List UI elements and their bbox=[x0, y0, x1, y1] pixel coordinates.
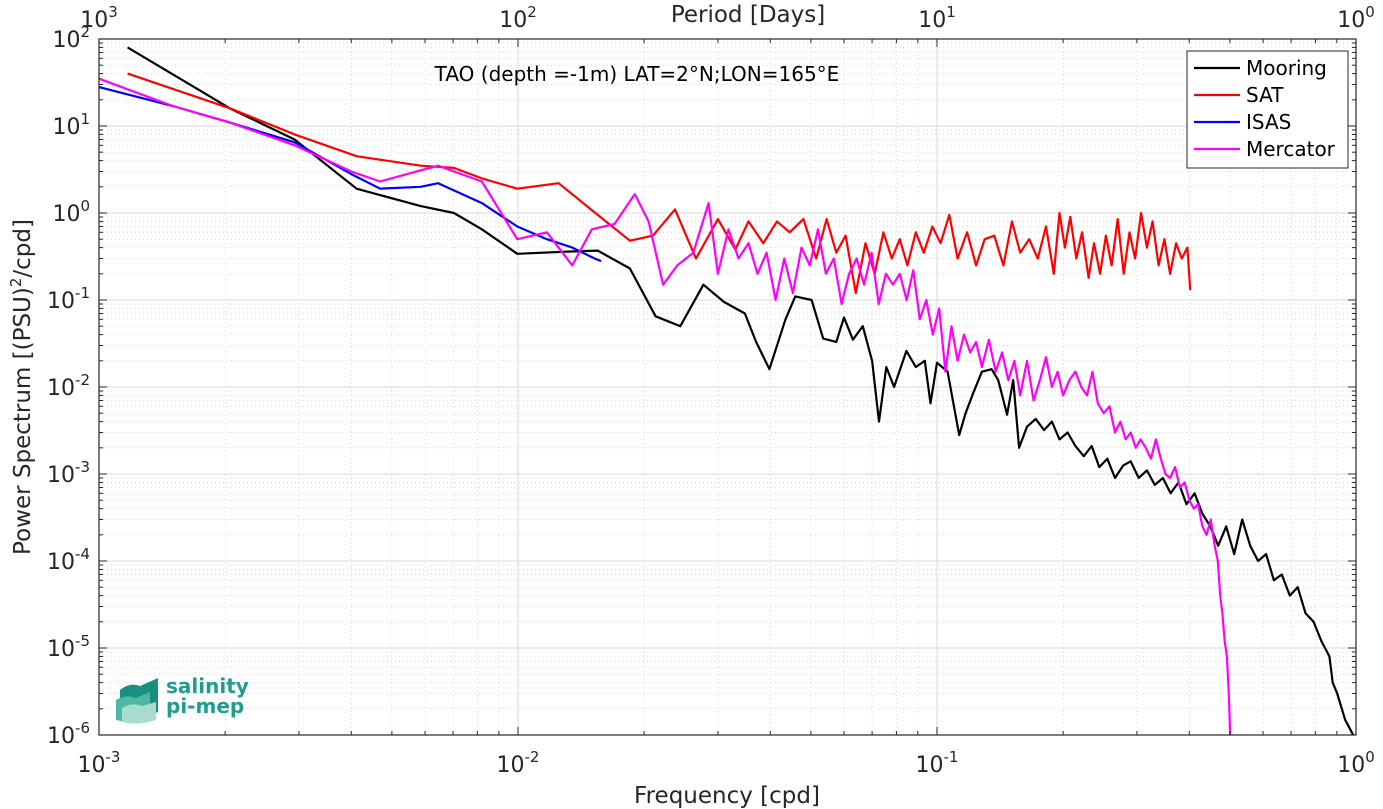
legend-label-mercator: Mercator bbox=[1246, 137, 1336, 161]
logo-text-salinity: salinity bbox=[166, 674, 249, 698]
wave-logo-icon bbox=[116, 678, 158, 724]
x-tick-label: 10-2 bbox=[497, 748, 540, 778]
series-line-mooring bbox=[127, 46, 1355, 736]
x-tick-label: 10-3 bbox=[78, 748, 121, 778]
y-tick-label: 101 bbox=[52, 110, 90, 140]
period-tick-label: 102 bbox=[499, 3, 537, 33]
x-tick-label: 100 bbox=[1337, 748, 1375, 778]
period-tick-label: 103 bbox=[80, 3, 118, 33]
y-tick-label: 100 bbox=[52, 197, 90, 227]
legend: Mooring SAT ISAS Mercator bbox=[1186, 50, 1349, 169]
x-axis-label: Frequency [cpd] bbox=[634, 783, 820, 809]
legend-label-sat: SAT bbox=[1246, 83, 1284, 107]
y-tick-label: 10-1 bbox=[47, 284, 90, 314]
series-line-mercator bbox=[98, 77, 1232, 736]
y-tick-label: 10-4 bbox=[47, 545, 90, 575]
y-tick-label: 10-2 bbox=[47, 371, 90, 401]
y-tick-label: 10-5 bbox=[47, 632, 90, 662]
grid bbox=[98, 39, 1356, 736]
series-line-sat bbox=[127, 72, 1192, 295]
legend-label-isas: ISAS bbox=[1246, 110, 1291, 134]
period-axis-label: Period [Days] bbox=[671, 2, 825, 28]
legend-label-mooring: Mooring bbox=[1246, 56, 1327, 80]
y-axis-label: Power Spectrum [(PSU)2/cpd] bbox=[7, 219, 36, 555]
axis-ticks: 10-3 10-2 10-1 100 10-6 10-5 10-4 10-3 10-2 10-1 1… bbox=[47, 3, 1375, 778]
x-tick-label: 10-1 bbox=[916, 748, 959, 778]
period-tick-label: 101 bbox=[918, 3, 956, 33]
y-tick-label: 10-3 bbox=[47, 458, 90, 488]
logo-text-pimep: pi-mep bbox=[166, 694, 244, 718]
salinity-pimep-logo: salinity pi-mep bbox=[116, 674, 249, 724]
series-lines bbox=[98, 46, 1355, 736]
y-tick-label: 10-6 bbox=[47, 719, 90, 749]
y-tick-label: 102 bbox=[52, 23, 90, 53]
period-tick-label: 100 bbox=[1337, 3, 1375, 33]
chart-title: TAO (depth =-1m) LAT=2°N;LON=165°E bbox=[434, 62, 840, 86]
